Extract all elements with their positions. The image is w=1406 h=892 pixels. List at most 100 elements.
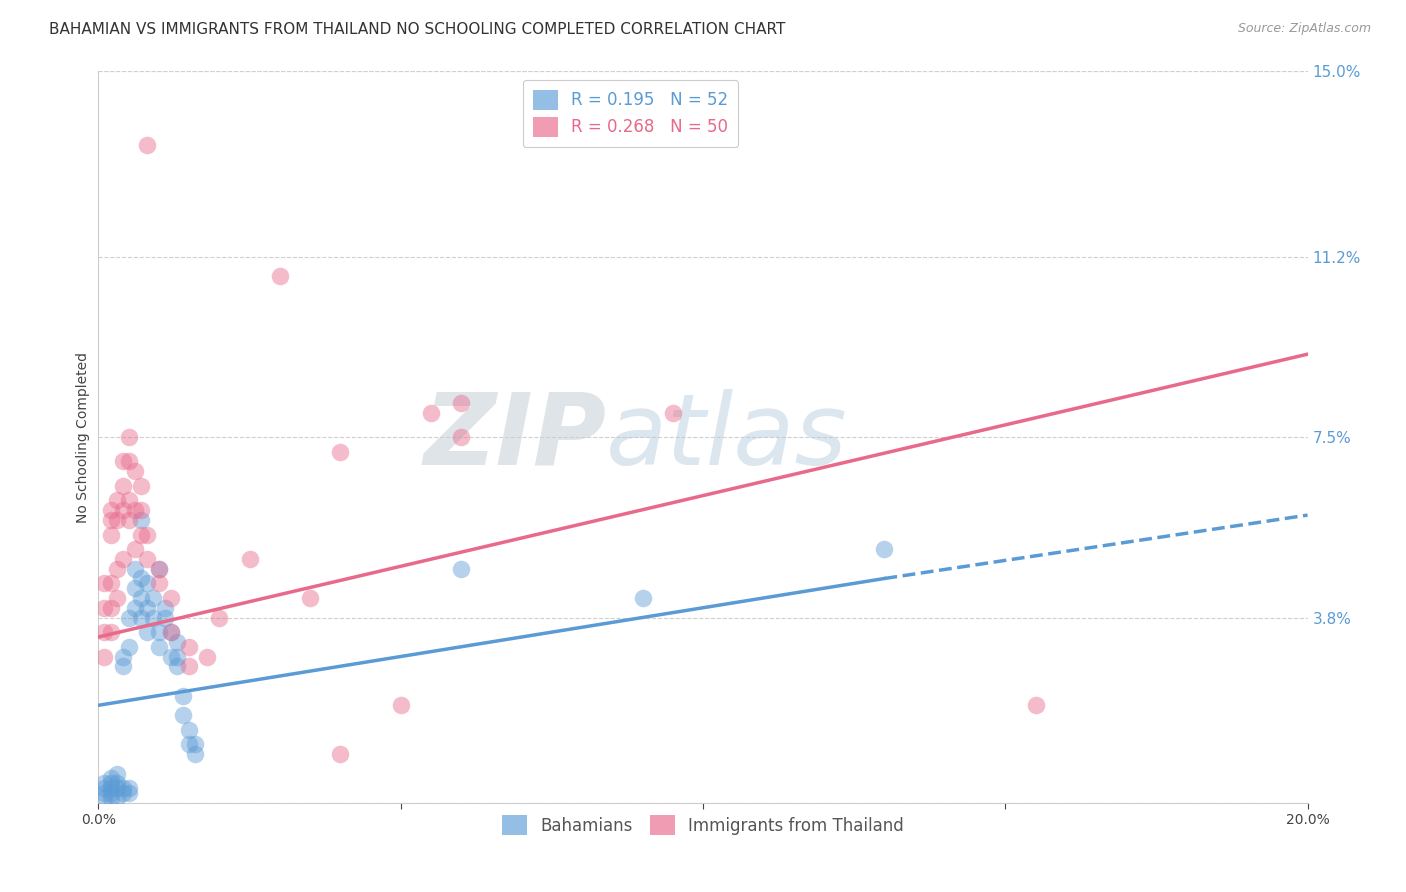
Point	[135, 576, 157, 591]
Point	[148, 576, 170, 591]
Point	[105, 781, 128, 796]
Point	[124, 562, 146, 576]
Point	[420, 406, 443, 420]
Point	[129, 479, 152, 493]
Point	[93, 791, 115, 805]
Point	[184, 737, 207, 751]
Point	[118, 640, 141, 654]
Point	[93, 781, 115, 796]
Point	[148, 625, 170, 640]
Point	[111, 649, 134, 664]
Point	[111, 454, 134, 468]
Point	[118, 513, 141, 527]
Text: atlas: atlas	[606, 389, 848, 485]
Point	[124, 542, 146, 557]
Point	[111, 503, 134, 517]
Point	[93, 625, 115, 640]
Legend: Bahamians, Immigrants from Thailand: Bahamians, Immigrants from Thailand	[495, 808, 911, 842]
Point	[118, 610, 141, 624]
Point	[208, 610, 231, 624]
Point	[93, 786, 115, 800]
Point	[129, 503, 152, 517]
Point	[129, 572, 152, 586]
Point	[631, 591, 654, 605]
Point	[172, 708, 194, 723]
Point	[124, 581, 146, 595]
Point	[100, 772, 122, 786]
Point	[148, 562, 170, 576]
Point	[172, 689, 194, 703]
Point	[100, 503, 122, 517]
Point	[100, 786, 122, 800]
Point	[100, 513, 122, 527]
Point	[160, 649, 183, 664]
Point	[450, 396, 472, 410]
Point	[179, 640, 201, 654]
Point	[450, 562, 472, 576]
Point	[661, 406, 683, 420]
Point	[100, 600, 122, 615]
Point	[129, 513, 152, 527]
Point	[124, 464, 146, 478]
Point	[148, 640, 170, 654]
Point	[135, 600, 157, 615]
Point	[129, 591, 152, 605]
Point	[111, 781, 134, 796]
Point	[450, 430, 472, 444]
Point	[105, 766, 128, 780]
Point	[873, 542, 896, 557]
Point	[100, 576, 122, 591]
Point	[135, 625, 157, 640]
Point	[93, 776, 115, 790]
Point	[124, 503, 146, 517]
Point	[105, 591, 128, 605]
Point	[135, 137, 157, 152]
Point	[93, 576, 115, 591]
Point	[329, 444, 352, 458]
Text: Source: ZipAtlas.com: Source: ZipAtlas.com	[1237, 22, 1371, 36]
Point	[129, 610, 152, 624]
Point	[100, 781, 122, 796]
Point	[118, 430, 141, 444]
Point	[111, 659, 134, 673]
Point	[105, 513, 128, 527]
Point	[179, 737, 201, 751]
Point	[142, 591, 165, 605]
Point	[105, 791, 128, 805]
Point	[389, 698, 412, 713]
Point	[299, 591, 322, 605]
Point	[269, 269, 291, 284]
Point	[118, 781, 141, 796]
Point	[179, 723, 201, 737]
Point	[118, 786, 141, 800]
Point	[239, 552, 262, 566]
Point	[100, 791, 122, 805]
Point	[1024, 698, 1046, 713]
Point	[135, 552, 157, 566]
Point	[100, 776, 122, 790]
Point	[142, 610, 165, 624]
Text: ZIP: ZIP	[423, 389, 606, 485]
Point	[129, 527, 152, 541]
Text: BAHAMIAN VS IMMIGRANTS FROM THAILAND NO SCHOOLING COMPLETED CORRELATION CHART: BAHAMIAN VS IMMIGRANTS FROM THAILAND NO …	[49, 22, 786, 37]
Point	[105, 493, 128, 508]
Point	[160, 591, 183, 605]
Point	[166, 635, 188, 649]
Point	[166, 649, 188, 664]
Point	[105, 562, 128, 576]
Point	[160, 625, 183, 640]
Point	[111, 552, 134, 566]
Point	[124, 600, 146, 615]
Point	[195, 649, 218, 664]
Point	[105, 776, 128, 790]
Point	[153, 610, 176, 624]
Point	[153, 600, 176, 615]
Point	[184, 747, 207, 761]
Point	[160, 625, 183, 640]
Point	[111, 786, 134, 800]
Point	[111, 479, 134, 493]
Point	[118, 493, 141, 508]
Point	[100, 625, 122, 640]
Point	[93, 649, 115, 664]
Point	[148, 562, 170, 576]
